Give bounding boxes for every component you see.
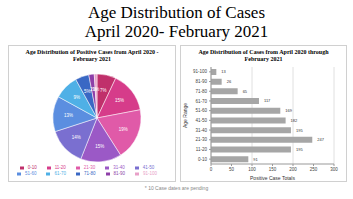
svg-text:7%: 7% xyxy=(100,88,107,93)
svg-text:0: 0 xyxy=(210,167,213,172)
svg-text:Positive Case Totals: Positive Case Totals xyxy=(250,175,295,181)
svg-text:50: 50 xyxy=(229,167,235,172)
svg-text:91: 91 xyxy=(253,157,258,162)
svg-text:195: 195 xyxy=(296,147,303,152)
svg-text:65: 65 xyxy=(243,89,248,94)
svg-text:182: 182 xyxy=(291,118,298,123)
svg-text:41-50: 41-50 xyxy=(195,118,207,123)
svg-text:81-90: 81-90 xyxy=(195,79,207,84)
svg-text:31-40: 31-40 xyxy=(195,128,207,133)
svg-text:26: 26 xyxy=(227,79,232,84)
svg-text:300: 300 xyxy=(330,167,338,172)
svg-text:250: 250 xyxy=(310,167,318,172)
svg-text:200: 200 xyxy=(289,167,297,172)
svg-text:19%: 19% xyxy=(119,127,128,132)
svg-text:11-20: 11-20 xyxy=(196,147,208,152)
svg-text:1%: 1% xyxy=(93,87,100,92)
svg-text:9%: 9% xyxy=(74,95,81,100)
svg-text:150: 150 xyxy=(269,167,277,172)
svg-text:61-70: 61-70 xyxy=(195,99,207,104)
svg-text:21-30: 21-30 xyxy=(195,137,207,142)
svg-text:14%: 14% xyxy=(72,135,81,140)
svg-text:51-60: 51-60 xyxy=(195,108,207,113)
svg-text:195: 195 xyxy=(296,128,303,133)
svg-text:Age Range: Age Range xyxy=(182,103,188,128)
svg-text:15%: 15% xyxy=(95,144,104,149)
svg-text:15%: 15% xyxy=(115,98,124,103)
svg-text:13: 13 xyxy=(221,69,226,74)
svg-text:100: 100 xyxy=(248,167,256,172)
svg-text:71-80: 71-80 xyxy=(195,89,207,94)
svg-text:13%: 13% xyxy=(64,113,73,118)
svg-text:169: 169 xyxy=(285,108,292,113)
svg-text:0-10: 0-10 xyxy=(198,157,208,162)
svg-text:247: 247 xyxy=(317,137,324,142)
svg-text:91-100: 91-100 xyxy=(193,69,208,74)
svg-text:117: 117 xyxy=(264,98,271,103)
